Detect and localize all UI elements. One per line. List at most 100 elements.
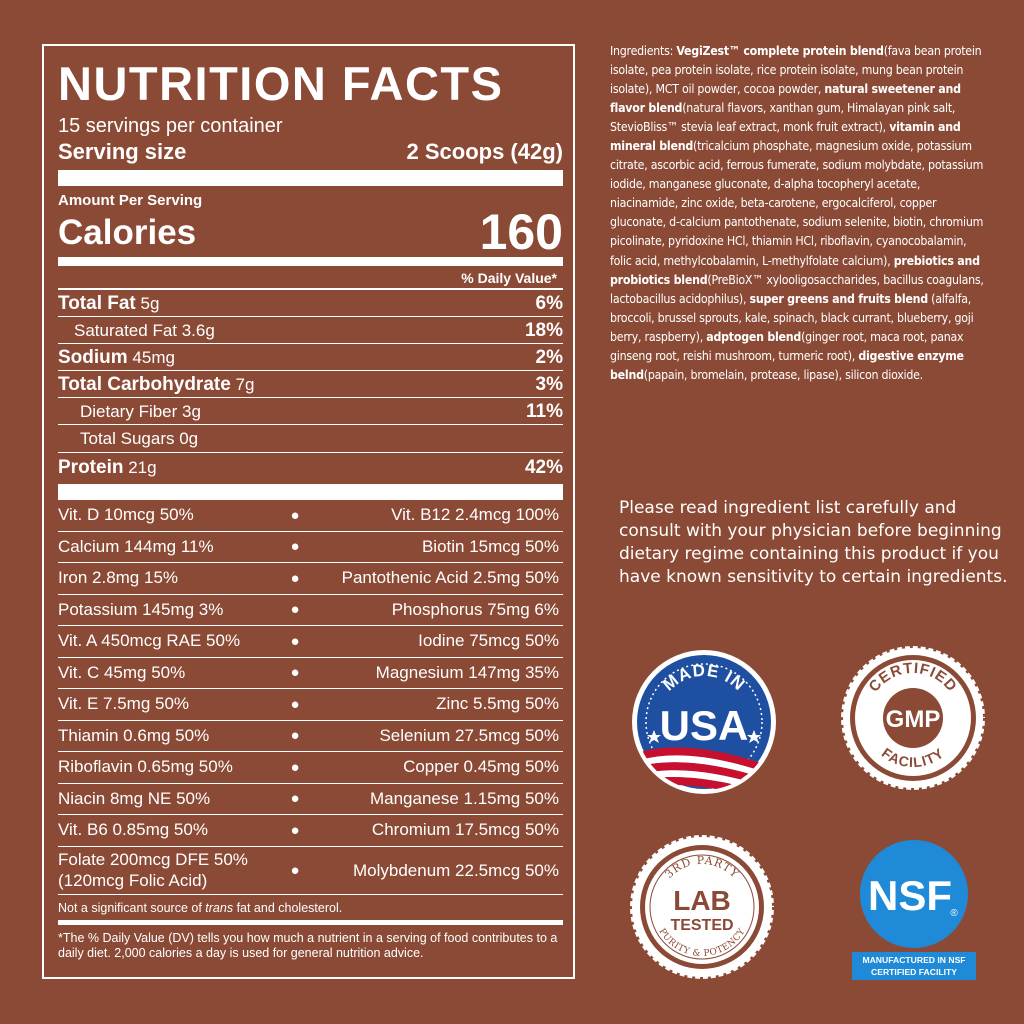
badge-core — [883, 688, 943, 748]
nutrient-percent: 2% — [535, 346, 563, 368]
vitamin-mineral-list: Vit. D 10mcg 50% ● Vit. B12 2.4mcg 100% Cal… — [58, 500, 563, 847]
nutrient-amount: 7g — [235, 374, 255, 394]
trans-note-pre: Not a significant source of — [58, 900, 206, 915]
vitamin-left: Folate 200mcg DFE 50% — [58, 850, 248, 869]
ingredient-text: (natural flavors, xanthan gum, Himalayan… — [610, 101, 956, 135]
vitamin-left: Vit. E 7.5mg 50% — [58, 694, 190, 714]
bullet-icon: ● — [290, 538, 300, 556]
divider-thin — [58, 288, 563, 290]
nutrient-row-saturated-fat: Saturated Fat 3.6g 18% — [58, 317, 563, 344]
vitamin-right: Copper 0.45mg 50% — [403, 757, 559, 777]
vitamin-right: Pantothenic Acid 2.5mg 50% — [341, 568, 559, 588]
nutrient-percent: 11% — [526, 400, 563, 422]
nutrient-percent: 18% — [524, 319, 563, 341]
trans-note-post: fat and cholesterol. — [233, 900, 343, 915]
bullet-icon: ● — [290, 506, 300, 524]
nsf-badge: NSF ® MANUFACTURED IN NSF CERTIFIED FACI… — [852, 840, 976, 980]
ingredient-text: (papain, bromelain, protease, lipase), s… — [643, 367, 923, 382]
ingredient-blend-name: super greens and fruits blend — [749, 291, 928, 306]
vitamin-row: Vit. D 10mcg 50% ● Vit. B12 2.4mcg 100% — [58, 500, 563, 532]
certified-gmp-badge: CERTIFIED GMP FACILITY — [839, 644, 987, 792]
badge-center — [645, 850, 759, 964]
nsf-caption-line2: CERTIFIED FACILITY — [871, 967, 957, 977]
badge-main-text: GMP — [886, 706, 941, 733]
bullet-icon: ● — [290, 569, 300, 587]
vitamin-left: Vit. A 450mcg RAE 50% — [58, 631, 241, 651]
serving-size-label: Serving size — [58, 139, 187, 164]
daily-value-header: % Daily Value* — [461, 270, 557, 286]
bullet-icon: ● — [290, 632, 300, 650]
badge-main-text: NSF — [868, 872, 952, 919]
divider-thick — [58, 170, 563, 186]
ingredient-blend-name: natural sweetener and flavor blend — [610, 82, 961, 116]
lab-tested-badge: 3RD PARTY LAB TESTED PURITY & POTENCY — [628, 833, 776, 981]
calories-row: Calories 160 — [58, 207, 563, 257]
nutrient-percent: 6% — [535, 292, 563, 314]
vitamin-left: Niacin 8mg NE 50% — [58, 788, 211, 808]
nsf-circle — [860, 840, 968, 948]
divider-medium — [58, 257, 563, 266]
ingredient-text: (PreBioX™ xylooligosaccharides, bacillus… — [610, 272, 984, 306]
servings-per-container: 15 servings per container — [58, 115, 283, 137]
nutrition-facts-panel: NUTRITION FACTS 15 servings per containe… — [42, 44, 575, 979]
nutrient-name: Saturated Fat 3.6g — [74, 320, 215, 340]
bullet-icon: ● — [290, 664, 300, 682]
badge-main-text: LAB — [673, 885, 731, 916]
nutrient-amount: 45mg — [132, 347, 175, 367]
nutrient-row-dietary-fiber: Dietary Fiber 3g 11% — [58, 398, 563, 425]
daily-value-footnote: *The % Daily Value (DV) tells you how mu… — [58, 930, 558, 960]
nutrient-name: Total Sugars 0g — [80, 428, 199, 448]
bullet-icon: ● — [290, 758, 300, 776]
divider-thin — [58, 451, 563, 453]
nsf-caption-line1: MANUFACTURED IN NSF — [862, 955, 965, 965]
vitamin-row: Vit. B6 0.85mg 50% ● Chromium 17.5mcg 50% — [58, 815, 563, 847]
vitamin-right: Biotin 15mcg 50% — [421, 536, 559, 556]
badge-main-text: USA — [660, 702, 749, 749]
vitamin-left: Riboflavin 0.65mg 50% — [58, 757, 233, 777]
vitamin-left: Vit. D 10mcg 50% — [58, 505, 194, 525]
vitamin-row: Potassium 145mg 3% ● Phosphorus 75mg 6% — [58, 595, 563, 626]
vitamin-right: Selenium 27.5mcg 50% — [379, 725, 559, 745]
vitamin-right: Magnesium 147mg 35% — [375, 662, 559, 682]
badge-inner-line — [649, 854, 755, 960]
ingredient-text: (alfalfa, broccoli, brussel sprouts, kal… — [610, 291, 974, 344]
vitamin-right: Zinc 5.5mg 50% — [436, 694, 559, 714]
nutrient-percent: 42% — [524, 457, 563, 478]
nutrient-row-total-sugars: Total Sugars 0g — [58, 425, 563, 452]
nutrient-percent: 3% — [535, 373, 563, 395]
calories-label: Calories — [58, 213, 197, 252]
vitamin-right: Vit. B12 2.4mcg 100% — [391, 505, 559, 525]
vitamin-left: Vit. B6 0.85mg 50% — [58, 820, 208, 840]
allergy-warning: Please read ingredient list carefully an… — [619, 498, 1008, 587]
amount-per-serving: Amount Per Serving — [58, 192, 203, 209]
vitamin-right: Iodine 75mcg 50% — [418, 631, 559, 651]
vitamin-right: Molybdenum 22.5mcg 50% — [352, 860, 559, 880]
ingredient-blend-name: digestive enzyme belnd — [610, 348, 964, 382]
registered-mark: ® — [950, 908, 958, 919]
bullet-icon: ● — [290, 727, 300, 745]
ingredient-text: (fava bean protein isolate, pea protein … — [610, 44, 982, 97]
bullet-icon: ● — [290, 790, 300, 808]
bullet-icon: ● — [290, 601, 300, 619]
vitamin-row-folate: Folate 200mcg DFE 50% (120mcg Folic Acid… — [58, 847, 563, 895]
badge-main-text-2: TESTED — [670, 917, 733, 934]
vitamin-left: Calcium 144mg 11% — [58, 536, 214, 556]
serving-size-row: Serving size 2 Scoops (42g) — [58, 138, 563, 166]
vitamin-right: Phosphorus 75mg 6% — [391, 599, 559, 619]
made-in-usa-badge: MADE IN USA — [632, 650, 776, 794]
ingredients-text: Ingredients: VegiZest™ complete protein … — [610, 42, 990, 385]
vitamin-right: Manganese 1.15mg 50% — [369, 788, 559, 808]
vitamin-row: Niacin 8mg NE 50% ● Manganese 1.15mg 50% — [58, 784, 563, 815]
ingredient-blend-name: vitamin and mineral blend — [610, 120, 961, 154]
vitamin-left-sub: (120mcg Folic Acid) — [58, 871, 208, 890]
nutrient-row-total-carbohydrate: Total Carbohydrate 7g 3% — [58, 371, 563, 398]
nutrient-name: Total Fat — [58, 292, 136, 314]
vitamin-row: Calcium 144mg 11% ● Biotin 15mcg 50% — [58, 532, 563, 563]
nutrient-name: Protein — [58, 457, 124, 478]
nutrient-name: Total Carbohydrate — [58, 373, 231, 395]
ingredient-blend-name: prebiotics and probiotics blend — [610, 253, 980, 287]
nutrient-row-protein: Protein 21g 42% — [58, 453, 563, 483]
vitamin-left: Potassium 145mg 3% — [58, 599, 224, 619]
vitamin-row: Riboflavin 0.65mg 50% ● Copper 0.45mg 50% — [58, 752, 563, 784]
ingredient-text: Ingredients: — [610, 44, 677, 58]
